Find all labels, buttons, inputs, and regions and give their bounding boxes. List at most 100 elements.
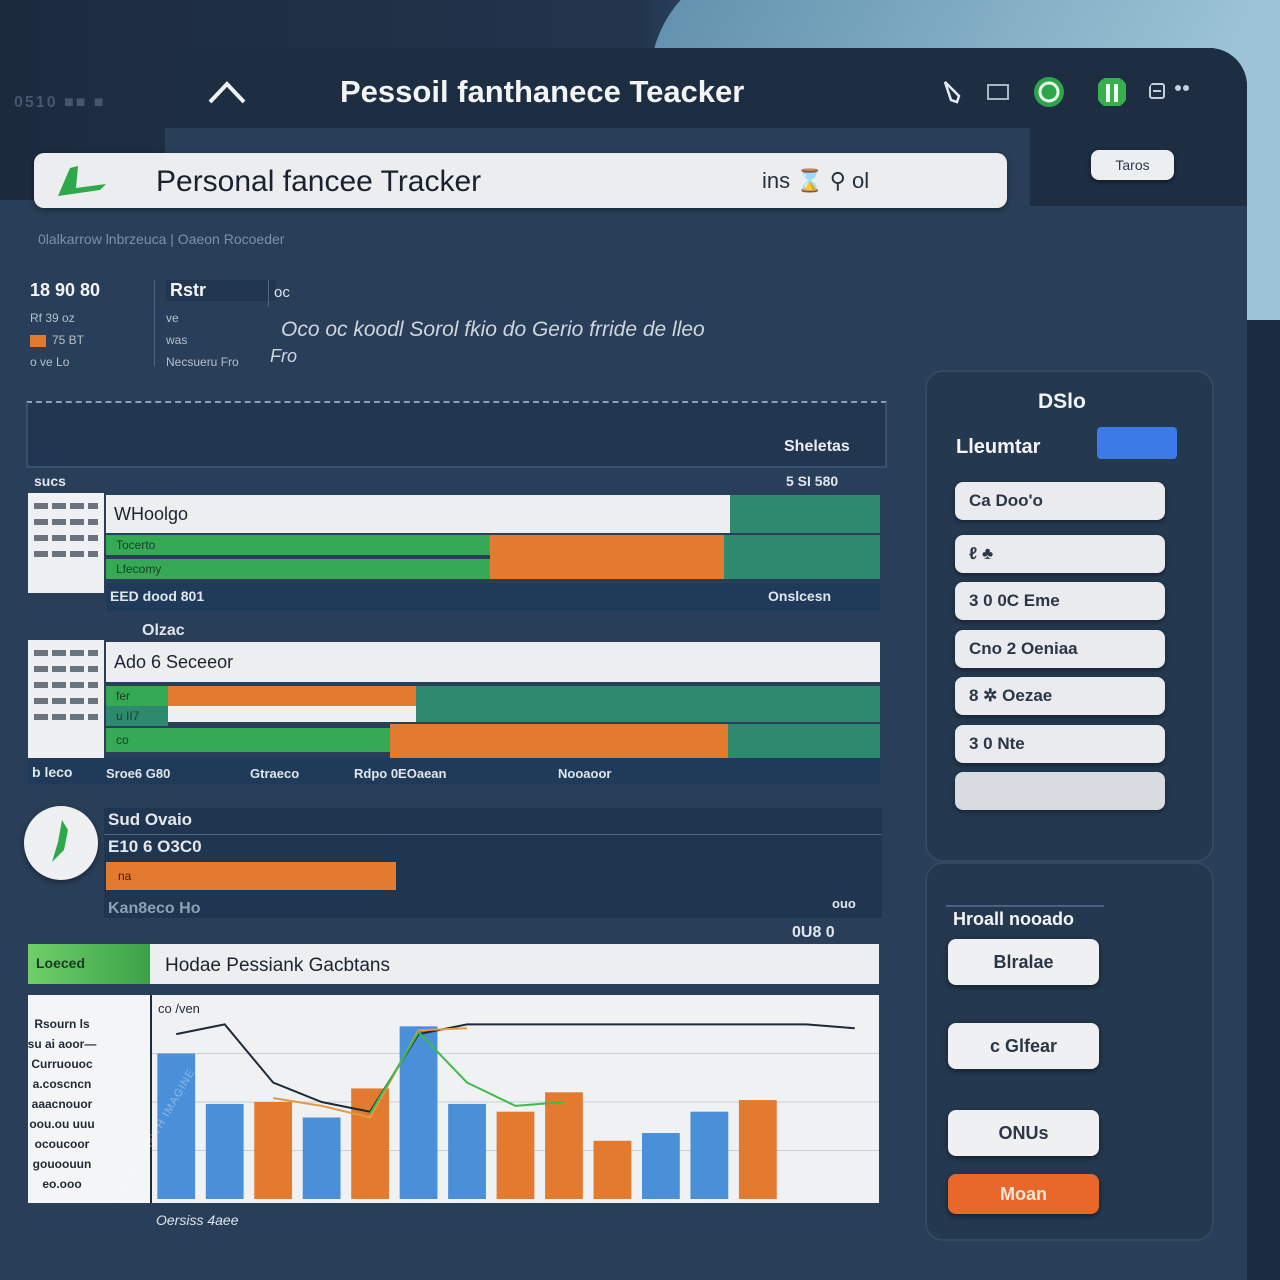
side-toggle-label: Lleumtar bbox=[956, 436, 1041, 458]
group-footer-item[interactable]: Gtraeco bbox=[250, 766, 300, 781]
summary-cell: Rf 39 oz bbox=[30, 311, 75, 325]
chart-bar bbox=[351, 1088, 390, 1199]
chart-bar bbox=[157, 1053, 196, 1199]
chart-legend bbox=[28, 995, 152, 1203]
group-footer-item[interactable]: Nooaoor bbox=[558, 766, 612, 781]
chart-badge[interactable]: Loeced bbox=[36, 955, 86, 971]
chart-bar bbox=[302, 1117, 341, 1199]
header-bar bbox=[34, 153, 1007, 208]
summary-divider bbox=[154, 280, 155, 366]
section-header-box bbox=[26, 401, 887, 468]
budget-group-1: WHoolgo Tocerto Lfecomy EED dood 801 Ons… bbox=[28, 493, 882, 611]
chart-line bbox=[369, 1030, 565, 1115]
chart-bar bbox=[545, 1092, 583, 1199]
side-item[interactable] bbox=[955, 772, 1165, 810]
savings-footer-right: ouo bbox=[832, 896, 856, 911]
group-footer-item[interactable]: Sroe6 G80 bbox=[106, 766, 171, 781]
summary-head-3: oc bbox=[274, 284, 290, 301]
chart-header bbox=[28, 944, 879, 984]
summary-row: o ve Lo bbox=[30, 355, 150, 373]
check-circle-icon[interactable] bbox=[1033, 76, 1065, 108]
legend-entry: Curruouoc bbox=[31, 1057, 93, 1071]
summary-row: was bbox=[166, 333, 276, 351]
side-panel-title: DSlo bbox=[1038, 390, 1086, 413]
chart-bar bbox=[496, 1111, 535, 1199]
progress-bar bbox=[724, 535, 880, 579]
legend-entry: aaacnouor bbox=[31, 1097, 93, 1111]
summary-cell: Necsueru Fro bbox=[166, 355, 239, 369]
budget-group-2: Ado 6 Seceeor fer u II7 co b leco Sroe6 … bbox=[28, 640, 882, 786]
chart-bar bbox=[690, 1111, 729, 1199]
shield-icon[interactable] bbox=[1096, 76, 1128, 108]
chart-footer: Oersiss 4aee bbox=[156, 1212, 239, 1228]
chart-bar bbox=[641, 1133, 680, 1199]
summary-head-1: 18 90 80 bbox=[30, 280, 101, 300]
leaf-logo-icon bbox=[24, 806, 98, 880]
group-footer-item[interactable]: Rdpo 0EOaean bbox=[354, 766, 447, 781]
chart-bar bbox=[205, 1103, 244, 1199]
chart-title: Hodae Pessiank Gacbtans bbox=[165, 955, 390, 976]
progress-bar bbox=[168, 686, 416, 706]
summary-subtext: Fro bbox=[270, 346, 297, 366]
side-panel-2-title: Hroall nooado bbox=[953, 909, 1074, 929]
side-item[interactable]: 8 ✲ Oezae bbox=[955, 677, 1165, 715]
chart-bar bbox=[254, 1102, 293, 1199]
summary-description: Oco oc koodl Sorol fkio do Gerio frride … bbox=[281, 318, 705, 341]
legend-entry: su ai aoor— bbox=[27, 1037, 97, 1051]
chevron-up-icon[interactable] bbox=[206, 78, 248, 108]
chart-bars bbox=[157, 1026, 777, 1199]
progress-bar bbox=[168, 706, 416, 722]
side-item[interactable]: ℓ ♣ bbox=[955, 535, 1165, 573]
progress-bar bbox=[390, 724, 728, 758]
summary-cell: o ve Lo bbox=[30, 355, 70, 369]
header-extra[interactable]: ins ⌛ ⚲ ol bbox=[762, 168, 870, 193]
progress-bar bbox=[106, 559, 490, 579]
section-label: Sheletas bbox=[784, 438, 850, 455]
pen-icon[interactable] bbox=[937, 76, 969, 108]
savings-caption: 0U8 0 bbox=[792, 924, 835, 941]
menu-icon[interactable] bbox=[1148, 76, 1194, 108]
taros-button[interactable]: Taros bbox=[1091, 150, 1174, 180]
side-toggle[interactable] bbox=[1097, 427, 1177, 459]
savings-divider bbox=[104, 834, 882, 835]
group-caption: Olzac bbox=[142, 622, 185, 639]
side-item[interactable]: 3 0 0C Eme bbox=[955, 582, 1165, 620]
side-item[interactable]: Cno 2 Oeniaa bbox=[955, 630, 1165, 668]
legend-line bbox=[34, 503, 98, 509]
progress-bar bbox=[416, 686, 880, 722]
savings-footer-left: Kan8eco Ho bbox=[108, 900, 201, 917]
savings-line-1: Sud Ovaio bbox=[108, 810, 193, 829]
logo-icon bbox=[58, 166, 106, 196]
side-button[interactable]: ONUs bbox=[948, 1110, 1099, 1156]
legend-line bbox=[34, 666, 98, 672]
group-footer-bar bbox=[106, 583, 880, 611]
group-footer-item[interactable]: b leco bbox=[32, 764, 73, 780]
group-title: WHoolgo bbox=[106, 495, 730, 533]
side-item[interactable]: 3 0 Nte bbox=[955, 725, 1165, 763]
summary-row: 75 BT bbox=[30, 333, 150, 351]
side2-title-frame bbox=[946, 905, 1104, 939]
side-button[interactable]: c Glfear bbox=[948, 1023, 1099, 1069]
chart-bar bbox=[738, 1100, 777, 1199]
summary-row: Necsueru Fro bbox=[166, 355, 276, 373]
legend-entry: ocoucoor bbox=[34, 1137, 90, 1151]
chart-y-label: co /ven bbox=[158, 1001, 200, 1016]
progress-bar bbox=[106, 706, 168, 726]
legend-line bbox=[34, 535, 98, 541]
progress-bar bbox=[490, 535, 724, 579]
breadcrumb[interactable]: 0lalkarrow lnbrzeuca | Oaeon Rocoeder bbox=[38, 231, 285, 247]
title-bar bbox=[165, 48, 1247, 128]
legend-entry: gouoouun bbox=[32, 1157, 92, 1171]
window-icon[interactable] bbox=[984, 76, 1016, 108]
side-button[interactable]: Blralae bbox=[948, 939, 1099, 985]
group-side-legend bbox=[28, 640, 104, 758]
chart-line bbox=[176, 1023, 855, 1113]
group-footer-left: EED dood 801 bbox=[110, 588, 205, 604]
side-item[interactable]: Ca Doo'o bbox=[955, 482, 1165, 520]
primary-button[interactable]: Moan bbox=[948, 1174, 1099, 1214]
combo-chart: co /ven bbox=[152, 1001, 879, 1199]
bar-label: fer bbox=[116, 689, 131, 703]
chart-bar bbox=[448, 1103, 486, 1199]
app-title: Pessoil fanthanece Teacker bbox=[340, 74, 745, 109]
color-swatch bbox=[30, 334, 46, 347]
